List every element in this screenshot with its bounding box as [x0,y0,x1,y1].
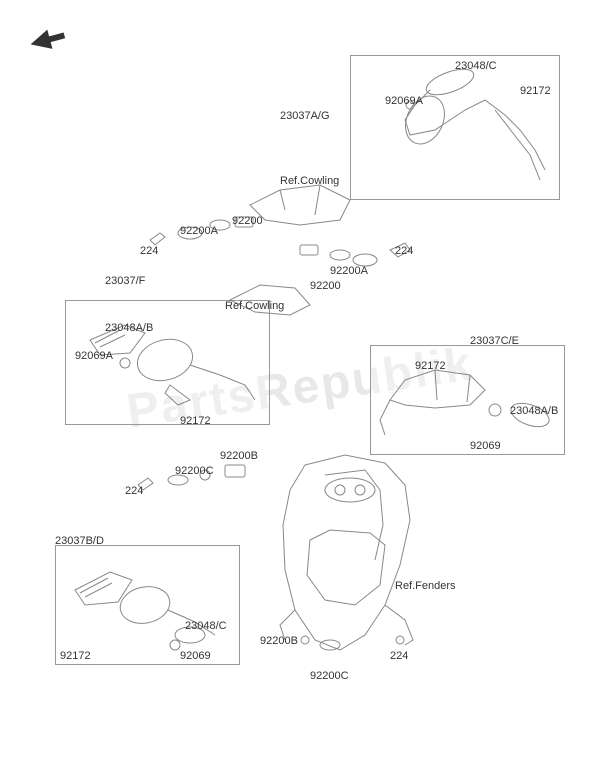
part-label: 92172 [520,85,551,97]
part-label: 92069 [180,650,211,662]
part-label: 23037B/D [55,535,104,547]
part-label: 23048/C [185,620,227,632]
part-label: 92200B [260,635,298,647]
ref-label: Ref.Fenders [395,580,456,592]
part-label: 92200C [310,670,349,682]
part-label: 92069 [470,440,501,452]
ref-label: Ref.Cowling [225,300,284,312]
part-label: 92200A [330,265,368,277]
part-label: 224 [125,485,143,497]
part-label: 224 [140,245,158,257]
turn-signal-sketch-bl [60,550,235,660]
part-label: 92172 [60,650,91,662]
part-label: 23037A/G [280,110,330,122]
part-label: 224 [390,650,408,662]
ref-label: Ref.Cowling [280,175,339,187]
part-label: 92172 [180,415,211,427]
part-label: 92200C [175,465,214,477]
turn-signal-sketch-right [375,350,560,450]
part-label: 92069A [75,350,113,362]
part-label: 92200 [232,215,263,227]
turn-signal-sketch-tr [355,60,555,195]
part-label: 92200B [220,450,258,462]
part-label: 92200A [180,225,218,237]
part-label: 92069A [385,95,423,107]
nav-arrow-icon [25,25,70,65]
part-label: 224 [395,245,413,257]
part-label: 23048A/B [105,322,153,334]
part-label: 92200 [310,280,341,292]
part-label: 23037/F [105,275,145,287]
part-label: 23048/C [455,60,497,72]
part-label: 92172 [415,360,446,372]
part-label: 23037C/E [470,335,519,347]
part-label: 23048A/B [510,405,558,417]
turn-signal-sketch-left [70,305,265,420]
